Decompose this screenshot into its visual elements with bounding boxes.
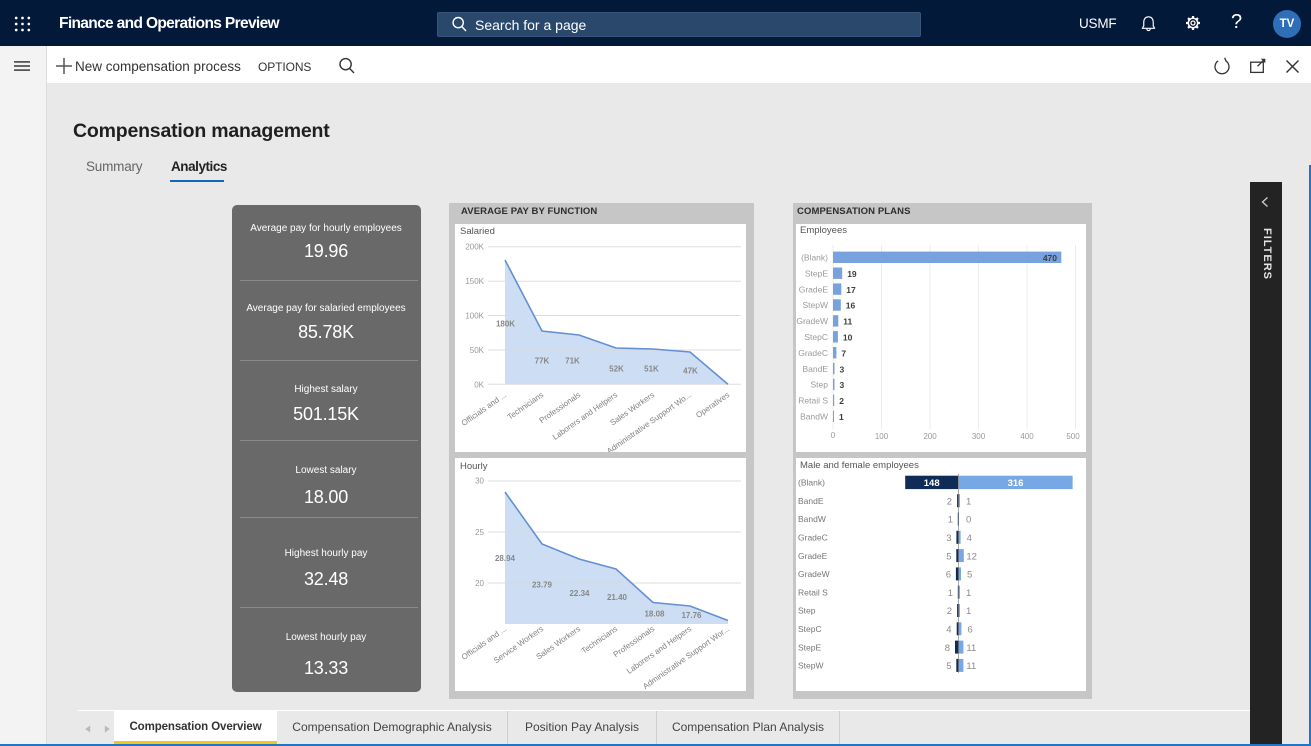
svg-text:4: 4 — [967, 533, 972, 544]
svg-text:150K: 150K — [465, 277, 484, 286]
svg-text:Retail S: Retail S — [798, 587, 828, 597]
svg-text:5: 5 — [967, 570, 972, 581]
svg-text:1: 1 — [966, 606, 971, 617]
svg-text:Operatives: Operatives — [694, 390, 731, 420]
svg-text:180K: 180K — [496, 320, 515, 329]
svg-text:25: 25 — [475, 528, 484, 537]
svg-text:(Blank): (Blank) — [798, 477, 825, 487]
svg-text:BandW: BandW — [800, 412, 828, 422]
svg-text:200: 200 — [923, 432, 937, 441]
svg-text:StepE: StepE — [798, 642, 821, 652]
svg-text:21.40: 21.40 — [607, 593, 628, 602]
svg-text:30: 30 — [475, 477, 484, 486]
svg-text:GradeW: GradeW — [798, 569, 830, 579]
svg-text:GradeW: GradeW — [796, 316, 828, 326]
svg-text:71K: 71K — [565, 357, 580, 366]
svg-text:300: 300 — [972, 432, 986, 441]
svg-text:GradeC: GradeC — [798, 533, 828, 543]
svg-text:8: 8 — [945, 643, 950, 654]
svg-text:2: 2 — [947, 606, 952, 617]
svg-text:StepW: StepW — [798, 661, 824, 671]
svg-text:11: 11 — [966, 643, 976, 654]
svg-text:GradeE: GradeE — [798, 551, 828, 561]
svg-text:BandE: BandE — [798, 496, 824, 506]
svg-text:20: 20 — [475, 579, 484, 588]
svg-text:Laborers and Helpers: Laborers and Helpers — [551, 390, 619, 442]
svg-text:23.79: 23.79 — [532, 581, 553, 590]
svg-text:StepW: StepW — [802, 300, 828, 310]
svg-text:Salaried: Salaried — [460, 226, 495, 237]
svg-text:50K: 50K — [470, 346, 485, 355]
svg-text:1: 1 — [948, 515, 953, 526]
svg-text:18.08: 18.08 — [644, 610, 665, 619]
svg-text:316: 316 — [1008, 478, 1024, 489]
svg-text:17: 17 — [846, 285, 856, 295]
svg-text:3: 3 — [840, 380, 845, 390]
svg-text:BandE: BandE — [802, 364, 828, 374]
svg-text:12: 12 — [966, 551, 977, 562]
svg-text:StepC: StepC — [804, 332, 828, 342]
svg-text:Hourly: Hourly — [460, 461, 488, 472]
svg-text:GradeC: GradeC — [798, 348, 828, 358]
svg-text:400: 400 — [1020, 432, 1034, 441]
svg-text:4: 4 — [946, 625, 951, 636]
svg-text:51K: 51K — [644, 365, 659, 374]
svg-text:Retail S: Retail S — [798, 396, 828, 406]
svg-text:3: 3 — [840, 364, 845, 374]
svg-text:Male and female employees: Male and female employees — [800, 460, 919, 471]
svg-text:Officials and ...: Officials and ... — [460, 390, 508, 428]
svg-text:5: 5 — [946, 551, 951, 562]
svg-text:470: 470 — [1043, 253, 1057, 263]
svg-text:100: 100 — [875, 432, 889, 441]
svg-text:0: 0 — [831, 431, 836, 440]
svg-text:100K: 100K — [465, 312, 484, 321]
svg-text:1: 1 — [966, 496, 971, 507]
svg-text:1: 1 — [948, 588, 953, 599]
svg-text:77K: 77K — [535, 357, 550, 366]
svg-text:16: 16 — [846, 301, 856, 311]
svg-text:0: 0 — [966, 515, 971, 526]
svg-text:10: 10 — [843, 333, 853, 343]
svg-text:17.76: 17.76 — [681, 611, 702, 620]
svg-text:0K: 0K — [474, 380, 484, 389]
svg-text:6: 6 — [946, 570, 951, 581]
svg-text:Laborers and Helpers: Laborers and Helpers — [625, 624, 693, 676]
svg-text:Employees: Employees — [800, 225, 847, 236]
svg-text:1: 1 — [966, 588, 971, 599]
svg-text:19: 19 — [847, 269, 857, 279]
svg-text:2: 2 — [947, 496, 952, 507]
svg-text:5: 5 — [946, 661, 951, 672]
svg-text:52K: 52K — [609, 365, 624, 374]
svg-text:11: 11 — [843, 317, 852, 327]
svg-text:148: 148 — [924, 478, 940, 489]
svg-text:1: 1 — [839, 412, 844, 422]
svg-text:7: 7 — [841, 348, 846, 358]
svg-text:GradeE: GradeE — [799, 284, 829, 294]
svg-text:StepE: StepE — [805, 268, 828, 278]
svg-text:47K: 47K — [683, 367, 698, 376]
svg-text:(Blank): (Blank) — [801, 252, 828, 262]
svg-text:28.94: 28.94 — [495, 554, 516, 563]
svg-text:3: 3 — [946, 533, 951, 544]
svg-text:2: 2 — [839, 396, 844, 406]
svg-text:200K: 200K — [465, 243, 484, 252]
svg-text:11: 11 — [966, 661, 976, 672]
svg-text:22.34: 22.34 — [569, 589, 590, 598]
svg-text:BandW: BandW — [798, 514, 826, 524]
svg-text:StepC: StepC — [798, 624, 822, 634]
svg-text:Step: Step — [811, 380, 829, 390]
svg-text:Step: Step — [798, 606, 816, 616]
svg-text:6: 6 — [967, 625, 972, 636]
svg-text:500: 500 — [1066, 432, 1080, 441]
